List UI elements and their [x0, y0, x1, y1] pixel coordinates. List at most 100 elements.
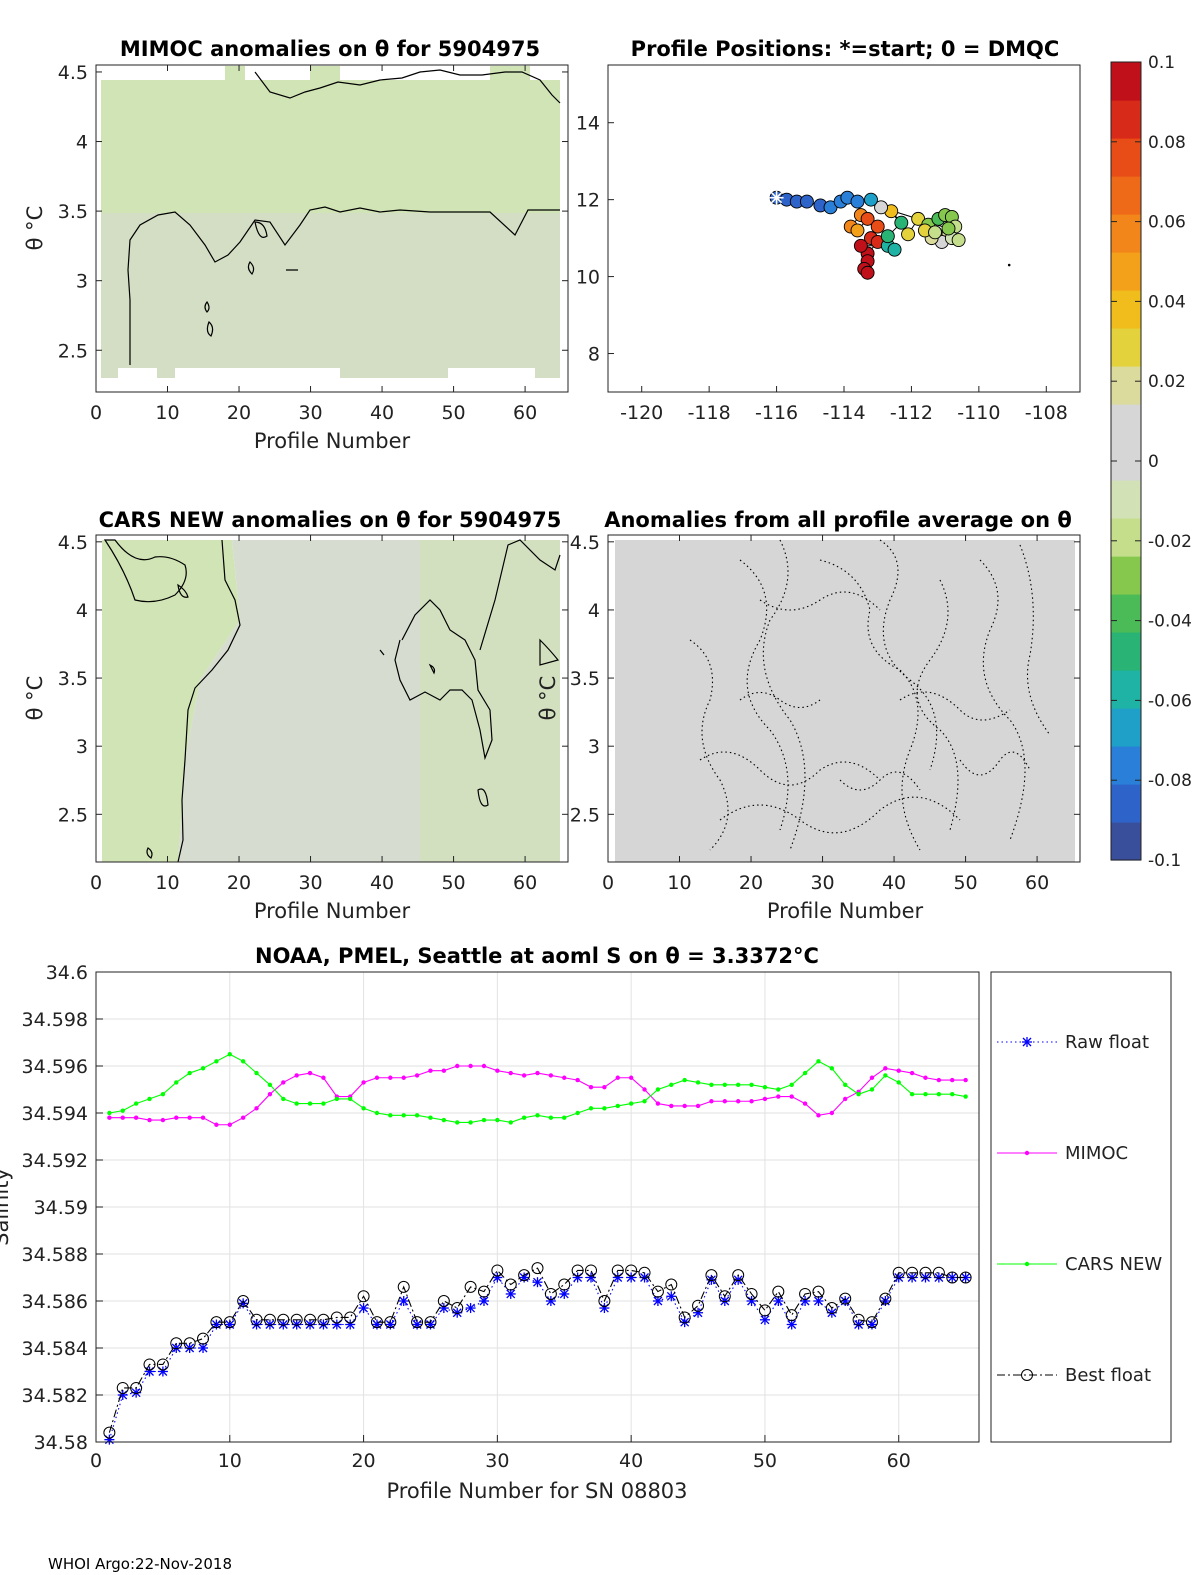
x-tick-label: 60 [513, 402, 537, 424]
positions-title: Profile Positions: *=start; 0 = DMQC [631, 37, 1060, 61]
cars-axes-box [95, 534, 569, 863]
salinity-xlabel: Profile Number for SN 08803 [386, 1479, 687, 1503]
x-tick-label: -108 [1025, 402, 1068, 424]
x-tick-label: 0 [602, 872, 614, 894]
x-tick-label: 20 [739, 872, 763, 894]
y-tick-label: 3 [588, 736, 600, 758]
series-point [642, 1087, 647, 1092]
profile-position-marker [850, 223, 865, 238]
cars-fill-left [102, 540, 240, 862]
salinity-series [103, 1052, 972, 1445]
series-point [331, 1319, 342, 1330]
mimoc-xlabel: Profile Number [254, 429, 411, 453]
series-point [785, 1309, 798, 1322]
series-point [200, 1066, 206, 1071]
colorbar-segment [1111, 556, 1141, 595]
series-point [571, 1264, 584, 1277]
series-point [398, 1296, 409, 1306]
series-point [451, 1302, 464, 1315]
y-tick-label: 34.6 [46, 962, 88, 984]
x-tick-label: 10 [218, 1450, 242, 1472]
series-point [290, 1313, 303, 1326]
y-tick-label: 4.5 [570, 532, 600, 554]
series-point [104, 1434, 115, 1445]
x-tick-label: 30 [485, 1450, 509, 1472]
series-point [799, 1287, 812, 1300]
series-point [879, 1292, 892, 1305]
series-point [281, 1080, 286, 1085]
mimoc-contour [127, 206, 560, 365]
stray-point [1007, 263, 1011, 267]
y-tick-label: 34.582 [22, 1385, 88, 1407]
profile-position-marker [850, 194, 865, 209]
series-point [718, 1290, 731, 1303]
y-tick-label: 34.586 [22, 1291, 88, 1313]
series-point [388, 1113, 393, 1118]
profile-anomalies-title: Anomalies from all profile average on θ [604, 508, 1072, 532]
cars-fill-right [420, 540, 560, 862]
series-point [535, 1070, 540, 1076]
series-point [307, 1070, 313, 1076]
series-point [812, 1285, 825, 1298]
series-point [147, 1096, 152, 1102]
profile-anomalies-panel: 0 10 20 30 40 50 60 2.5 3 3.5 4 4.5 Anomalies from … [536, 508, 1081, 923]
series-point [652, 1296, 663, 1306]
series-point [321, 1075, 326, 1080]
series-point [746, 1296, 757, 1306]
x-tick-label: 40 [370, 872, 394, 894]
x-tick-label: 10 [155, 872, 179, 894]
series-point [892, 1266, 905, 1279]
x-tick-label: -120 [620, 402, 663, 424]
series-point [464, 1280, 477, 1293]
x-tick-label: -112 [890, 402, 933, 424]
series-point [174, 1080, 179, 1085]
x-tick-label: 10 [155, 402, 179, 424]
colorbar-tick-label: 0.08 [1148, 133, 1186, 153]
series-point [732, 1269, 745, 1282]
series-point [695, 1103, 701, 1109]
series-point [227, 1052, 232, 1057]
series-point [281, 1096, 286, 1102]
mimoc-fill-lower [101, 213, 560, 378]
y-tick-label: 34.594 [22, 1103, 88, 1125]
x-tick-label: 20 [351, 1450, 375, 1472]
y-tick-label: 10 [576, 267, 600, 289]
series-point [200, 1115, 206, 1120]
x-tick-label: 10 [667, 872, 691, 894]
y-tick-label: 4.5 [58, 62, 88, 84]
x-tick-label: 40 [370, 402, 394, 424]
series-point [628, 1101, 634, 1106]
series-point [548, 1073, 554, 1078]
series-point [505, 1288, 516, 1299]
series-point [572, 1272, 583, 1283]
series-point [144, 1366, 155, 1377]
series-point [575, 1077, 580, 1083]
x-tick-label: 50 [441, 402, 465, 424]
series-point [384, 1316, 397, 1329]
series-point [227, 1122, 232, 1127]
y-tick-label: 3.5 [58, 201, 88, 223]
series-point [133, 1115, 139, 1120]
series-point [361, 1106, 366, 1111]
series-point [562, 1075, 567, 1080]
y-tick-label: 12 [576, 190, 600, 212]
series-point [267, 1092, 273, 1097]
series-point [267, 1082, 273, 1088]
series-point [157, 1366, 168, 1377]
series-point [669, 1103, 674, 1109]
colorbar-segment [1111, 252, 1141, 291]
series-point [277, 1313, 290, 1326]
series-point [504, 1278, 517, 1291]
series-point [147, 1117, 152, 1123]
y-tick-label: 34.598 [22, 1009, 88, 1031]
series-point [869, 1087, 875, 1092]
series-point [906, 1266, 919, 1279]
series-point [602, 1084, 607, 1090]
series-point [518, 1269, 531, 1282]
x-tick-label: 50 [953, 872, 977, 894]
series-point [347, 1096, 353, 1102]
series-point [508, 1070, 513, 1076]
y-tick-label: 34.588 [22, 1244, 88, 1266]
series-point [481, 1063, 487, 1069]
series-point [959, 1271, 972, 1284]
